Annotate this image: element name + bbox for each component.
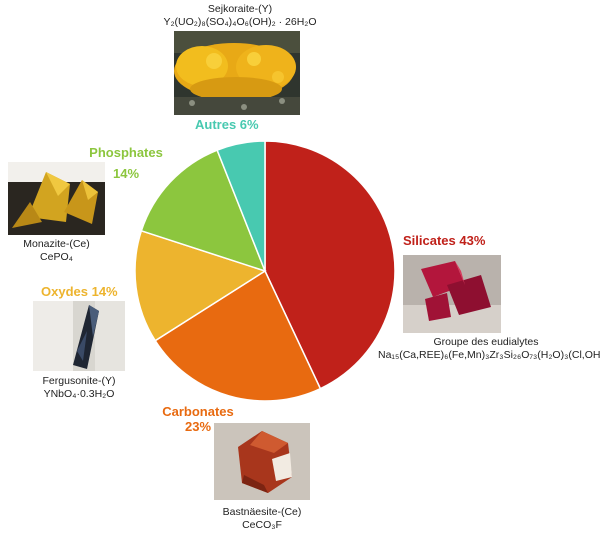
- slice-label-oxydes: Oxydes 14%: [41, 284, 118, 299]
- slice-label-silicates: Silicates 43%: [403, 233, 486, 248]
- slice-label-phosphates-name: Phosphates: [89, 145, 163, 160]
- pie-slice-oxydes: [134, 229, 267, 342]
- monazite-name: Monazite-(Ce): [23, 238, 90, 250]
- slice-label-autres: Autres 6%: [195, 117, 259, 132]
- monazite-photo: [8, 162, 105, 235]
- eudialytes-caption: Groupe des eudialytes Na₁₅(Ca,REE)₆(Fe,M…: [378, 336, 600, 362]
- slice-label-carbonates-name: Carbonates: [162, 404, 234, 419]
- eudialytes-name: Groupe des eudialytes: [433, 336, 539, 348]
- fergusonite-caption: Fergusonite-(Y) YNbO₄·0.3H₂O: [19, 375, 139, 401]
- bastnaesite-caption: Bastnäesite-(Ce) CeCO₃F: [200, 506, 324, 532]
- sejkoraite-formula: Y₂(UO₂)₈(SO₄)₄O₆(OH)₂ · 26H₂O: [163, 16, 317, 28]
- bastnaesite-formula: CeCO₃F: [242, 519, 282, 531]
- fergusonite-name: Fergusonite-(Y): [42, 375, 116, 387]
- monazite-caption: Monazite-(Ce) CePO₄: [8, 238, 105, 264]
- fergusonite-photo: [33, 301, 125, 371]
- bastnaesite-image: [214, 423, 310, 500]
- bastnaesite-name: Bastnäesite-(Ce): [222, 506, 302, 518]
- eudialytes-formula: Na₁₅(Ca,REE)₆(Fe,Mn)₃Zr₃Si₂₆O₇₃(H₂O)₃(Cl…: [378, 349, 600, 361]
- pie-slice-silicates: [264, 140, 396, 390]
- sejkoraite-image: [174, 31, 300, 115]
- sejkoraite-name: Sejkoraite-(Y): [207, 3, 273, 15]
- pie-slice-phosphates: [140, 149, 267, 273]
- monazite-image: [8, 162, 105, 235]
- bastnaesite-photo: [214, 423, 310, 500]
- sejkoraite-caption: Sejkoraite-(Y) Y₂(UO₂)₈(SO₄)₄O₆(OH)₂ · 2…: [120, 3, 360, 29]
- slice-label-phosphates: Phosphates 14%: [88, 145, 164, 181]
- monazite-formula: CePO₄: [40, 251, 73, 263]
- fergusonite-formula: YNbO₄·0.3H₂O: [43, 388, 115, 400]
- eudialytes-image: [403, 255, 501, 333]
- eudialytes-photo: [403, 255, 501, 333]
- slice-label-carbonates: Carbonates 23%: [158, 404, 238, 434]
- slice-label-carbonates-pct: 23%: [184, 419, 212, 434]
- pie-slice-carbonates: [154, 269, 322, 402]
- pie-slice-autres: [216, 140, 266, 272]
- sejkoraite-photo: [174, 31, 300, 115]
- slice-label-phosphates-pct: 14%: [112, 166, 140, 181]
- fergusonite-image: [33, 301, 125, 371]
